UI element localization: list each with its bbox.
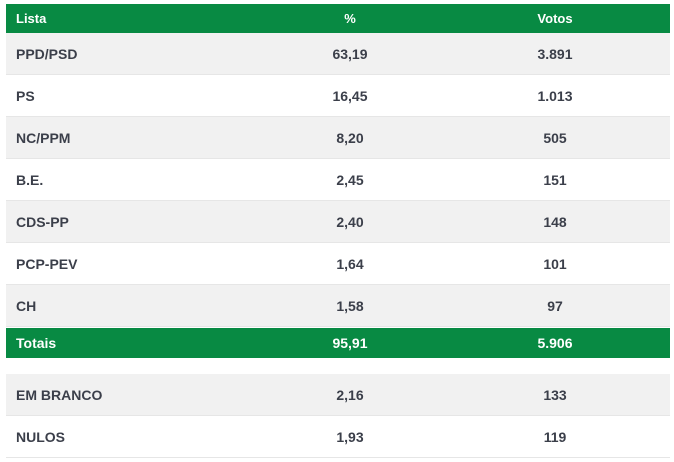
table-row: CH 1,58 97: [6, 285, 670, 327]
row-pct: 1,64: [336, 255, 364, 272]
row-votos: 1.013: [537, 87, 573, 104]
row-votos: 133: [543, 386, 567, 403]
table-row: PS 16,45 1.013: [6, 75, 670, 117]
row-lista: PPD/PSD: [16, 45, 78, 62]
row-votos: 151: [543, 171, 567, 188]
row-pct: 1,58: [336, 297, 364, 314]
row-votos: 119: [543, 428, 567, 445]
row-lista: NULOS: [16, 428, 65, 445]
table-row: CDS-PP 2,40 148: [6, 201, 670, 243]
totals-votos: 5.906: [537, 335, 573, 351]
row-lista: CDS-PP: [16, 213, 69, 230]
results-table: Lista % Votos PPD/PSD 63,19 3.891 PS 16,…: [6, 4, 670, 458]
row-lista: B.E.: [16, 171, 44, 188]
row-votos: 97: [547, 297, 563, 314]
row-pct: 63,19: [332, 45, 368, 62]
totals-row: Totais 95,91 5.906: [6, 328, 670, 358]
row-pct: 16,45: [332, 87, 368, 104]
totals-pct: 95,91: [332, 335, 368, 351]
header-votos: Votos: [537, 11, 573, 26]
row-votos: 3.891: [537, 45, 573, 62]
table-row: PCP-PEV 1,64 101: [6, 243, 670, 285]
table-row: NC/PPM 8,20 505: [6, 117, 670, 159]
null-votes-row: NULOS 1,93 119: [6, 416, 670, 458]
row-pct: 2,16: [336, 386, 364, 403]
table-row: B.E. 2,45 151: [6, 159, 670, 201]
table-header: Lista % Votos: [6, 4, 670, 33]
row-votos: 148: [543, 213, 567, 230]
row-votos: 101: [543, 255, 567, 272]
totals-lista: Totais: [16, 335, 57, 351]
row-votos: 505: [543, 129, 567, 146]
row-pct: 2,40: [336, 213, 364, 230]
header-pct: %: [344, 11, 356, 26]
header-lista: Lista: [16, 11, 47, 26]
row-lista: PS: [16, 87, 35, 104]
row-lista: CH: [16, 297, 37, 314]
row-pct: 8,20: [336, 129, 364, 146]
row-lista: EM BRANCO: [16, 386, 103, 403]
row-pct: 2,45: [336, 171, 364, 188]
row-lista: NC/PPM: [16, 129, 71, 146]
row-pct: 1,93: [336, 428, 364, 445]
table-row: PPD/PSD 63,19 3.891: [6, 33, 670, 75]
table-gap: [6, 358, 670, 374]
blank-votes-row: EM BRANCO 2,16 133: [6, 374, 670, 416]
row-lista: PCP-PEV: [16, 255, 78, 272]
